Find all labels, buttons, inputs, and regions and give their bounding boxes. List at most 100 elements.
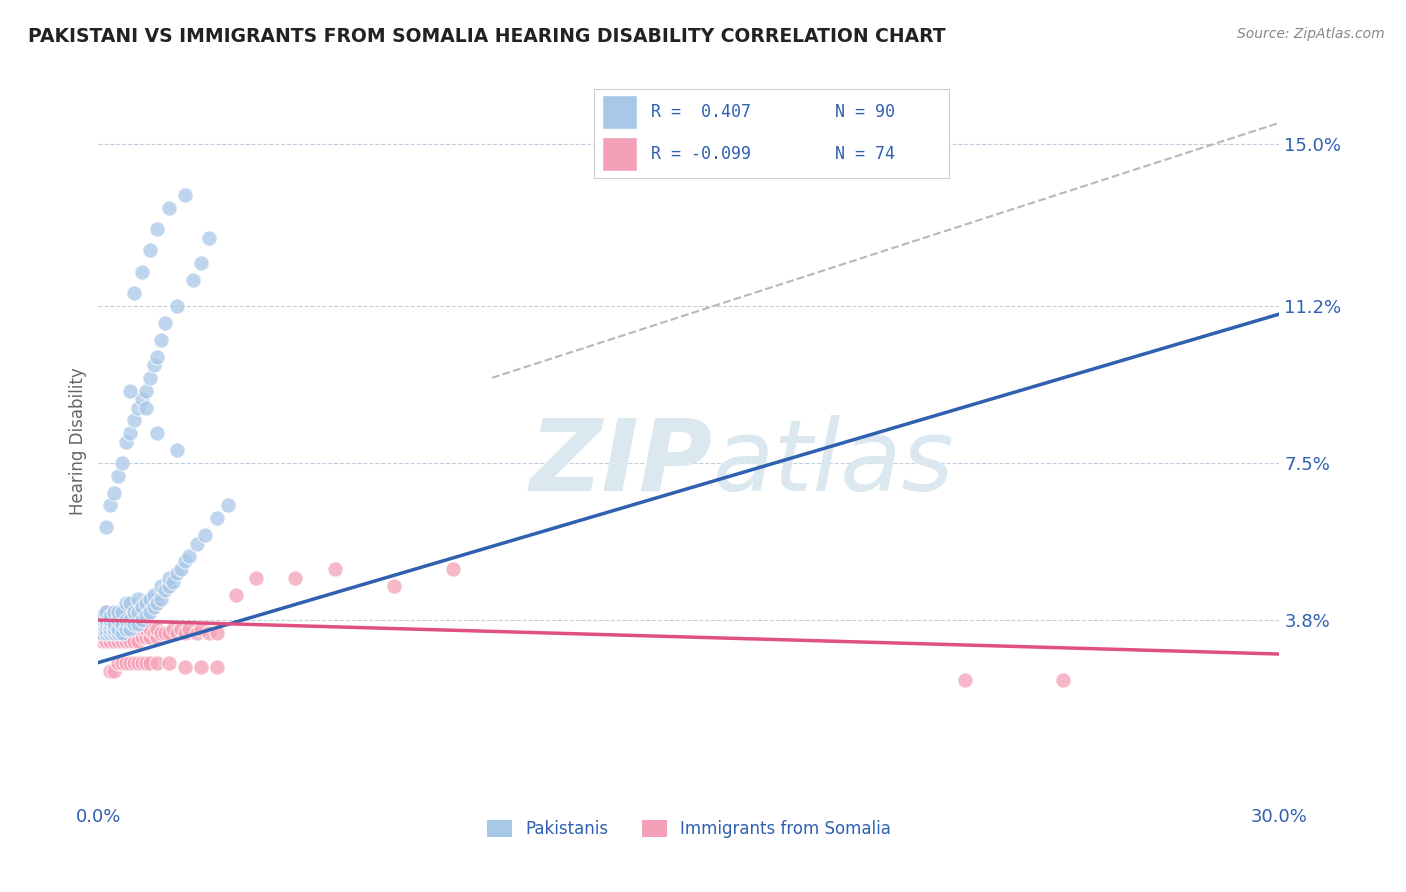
Point: [131, 656, 153, 670]
Point: [174, 188, 197, 202]
Point: [157, 579, 180, 593]
Point: [142, 358, 165, 372]
Point: [103, 664, 125, 678]
Point: [122, 634, 145, 648]
Text: R =  0.407: R = 0.407: [651, 103, 751, 121]
Text: PAKISTANI VS IMMIGRANTS FROM SOMALIA HEARING DISABILITY CORRELATION CHART: PAKISTANI VS IMMIGRANTS FROM SOMALIA HEA…: [28, 27, 946, 45]
Point: [115, 596, 138, 610]
Point: [142, 588, 165, 602]
Point: [127, 617, 149, 632]
Point: [138, 630, 160, 644]
Point: [107, 605, 129, 619]
Point: [135, 384, 157, 398]
Point: [155, 625, 177, 640]
Text: N = 90: N = 90: [835, 103, 896, 121]
Point: [217, 498, 239, 512]
Text: ZIP: ZIP: [530, 415, 713, 512]
Point: [127, 656, 149, 670]
Point: [91, 608, 114, 623]
Point: [190, 660, 212, 674]
Point: [146, 222, 169, 236]
Point: [98, 622, 121, 636]
Point: [91, 617, 114, 632]
Point: [441, 562, 464, 576]
Point: [122, 605, 145, 619]
Point: [157, 570, 180, 584]
Point: [107, 634, 129, 648]
Point: [118, 384, 141, 398]
Point: [103, 634, 125, 648]
Point: [138, 591, 160, 606]
Point: [103, 613, 125, 627]
Text: Source: ZipAtlas.com: Source: ZipAtlas.com: [1237, 27, 1385, 41]
Point: [245, 570, 267, 584]
Point: [382, 579, 405, 593]
Point: [197, 230, 219, 244]
Point: [98, 498, 121, 512]
Point: [122, 285, 145, 300]
Point: [96, 625, 118, 640]
Text: R = -0.099: R = -0.099: [651, 145, 751, 163]
Point: [135, 401, 157, 415]
Point: [131, 622, 153, 636]
Point: [103, 485, 125, 500]
Point: [197, 625, 219, 640]
Point: [146, 350, 169, 364]
Point: [118, 634, 141, 648]
Point: [96, 622, 118, 636]
Point: [127, 622, 149, 636]
Point: [131, 613, 153, 627]
Point: [118, 622, 141, 636]
Point: [162, 622, 184, 636]
Point: [135, 656, 157, 670]
Point: [166, 566, 188, 581]
Point: [162, 574, 184, 589]
Bar: [602, 95, 637, 129]
Point: [146, 425, 169, 440]
Point: [96, 617, 118, 632]
Point: [111, 613, 134, 627]
Point: [115, 613, 138, 627]
Point: [194, 528, 217, 542]
Point: [127, 605, 149, 619]
Point: [177, 622, 200, 636]
Point: [225, 588, 247, 602]
Point: [98, 617, 121, 632]
Point: [170, 622, 193, 636]
Point: [135, 596, 157, 610]
Point: [1052, 673, 1074, 687]
Point: [174, 625, 197, 640]
Point: [111, 625, 134, 640]
Point: [127, 591, 149, 606]
Point: [146, 630, 169, 644]
Point: [131, 630, 153, 644]
Point: [181, 273, 204, 287]
Point: [91, 625, 114, 640]
Point: [146, 622, 169, 636]
Point: [150, 579, 173, 593]
Point: [107, 625, 129, 640]
Point: [157, 625, 180, 640]
Point: [111, 634, 134, 648]
Point: [146, 656, 169, 670]
Point: [174, 660, 197, 674]
Point: [91, 625, 114, 640]
Point: [135, 630, 157, 644]
Point: [284, 570, 307, 584]
Point: [115, 656, 138, 670]
Point: [111, 456, 134, 470]
Point: [118, 656, 141, 670]
Point: [111, 625, 134, 640]
Point: [323, 562, 346, 576]
Point: [118, 613, 141, 627]
Point: [118, 622, 141, 636]
Point: [186, 625, 208, 640]
Point: [96, 625, 118, 640]
Point: [96, 605, 118, 619]
Point: [111, 617, 134, 632]
Point: [91, 634, 114, 648]
Point: [155, 583, 177, 598]
Point: [115, 613, 138, 627]
Point: [115, 434, 138, 449]
Point: [122, 617, 145, 632]
